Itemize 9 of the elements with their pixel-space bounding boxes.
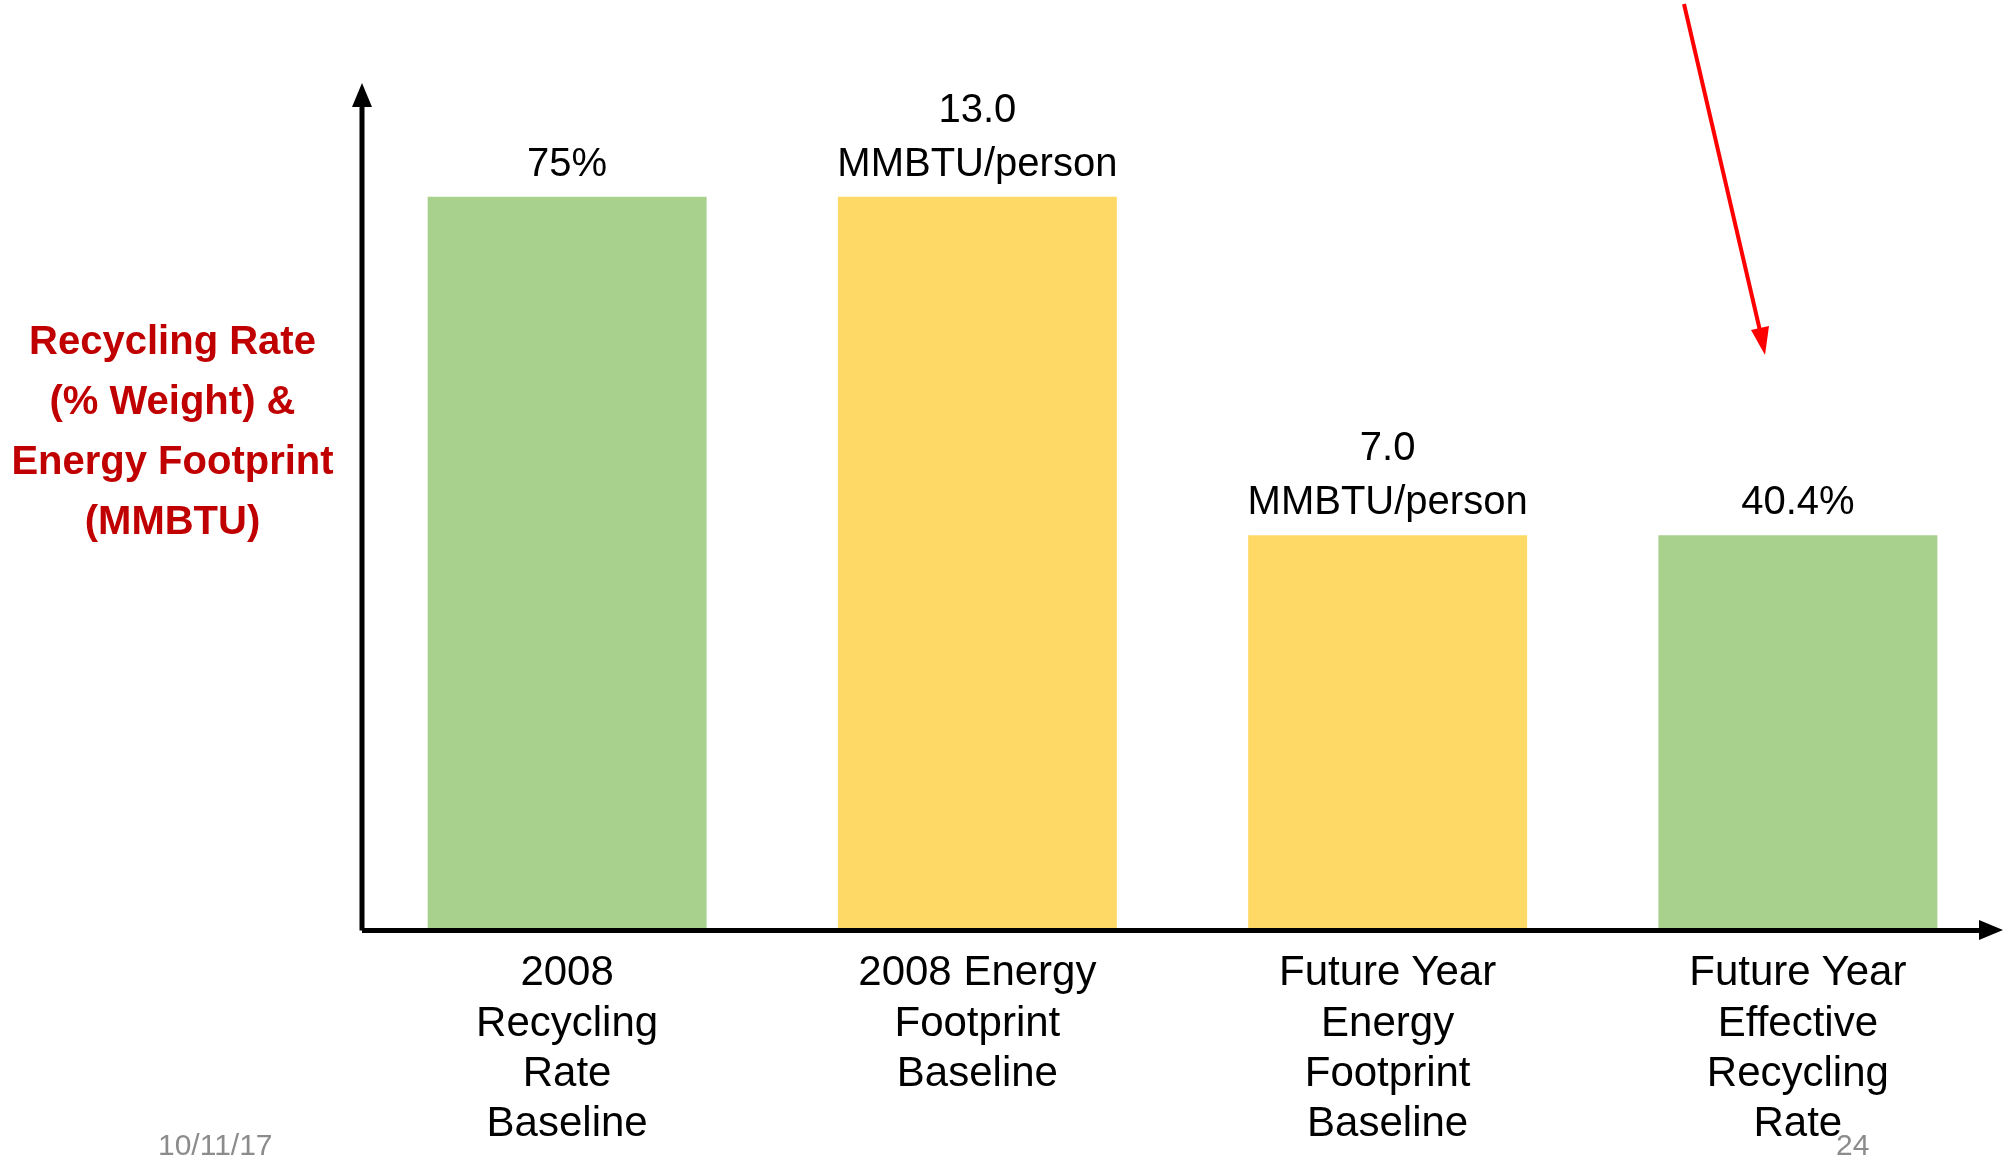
data-label: 75% <box>527 139 608 184</box>
y-axis-title: Recycling Rate (% Weight) & Energy Footprint (MMBTU) <box>10 317 335 544</box>
data-label: 13.0 MMBTU/person <box>837 85 1118 184</box>
x-tick-label: 2008 Recycling Rate Baseline <box>476 947 659 1146</box>
x-tick-label: Future Year Energy Footprint Baseline <box>1279 947 1497 1146</box>
text: 10/11/17 <box>158 1128 273 1160</box>
x-tick-label: 2008 Energy Footprint Baseline <box>858 947 1097 1095</box>
data-label: 7.0 MMBTU/person <box>1247 424 1528 523</box>
data-label: 40.4% <box>1741 478 1855 523</box>
